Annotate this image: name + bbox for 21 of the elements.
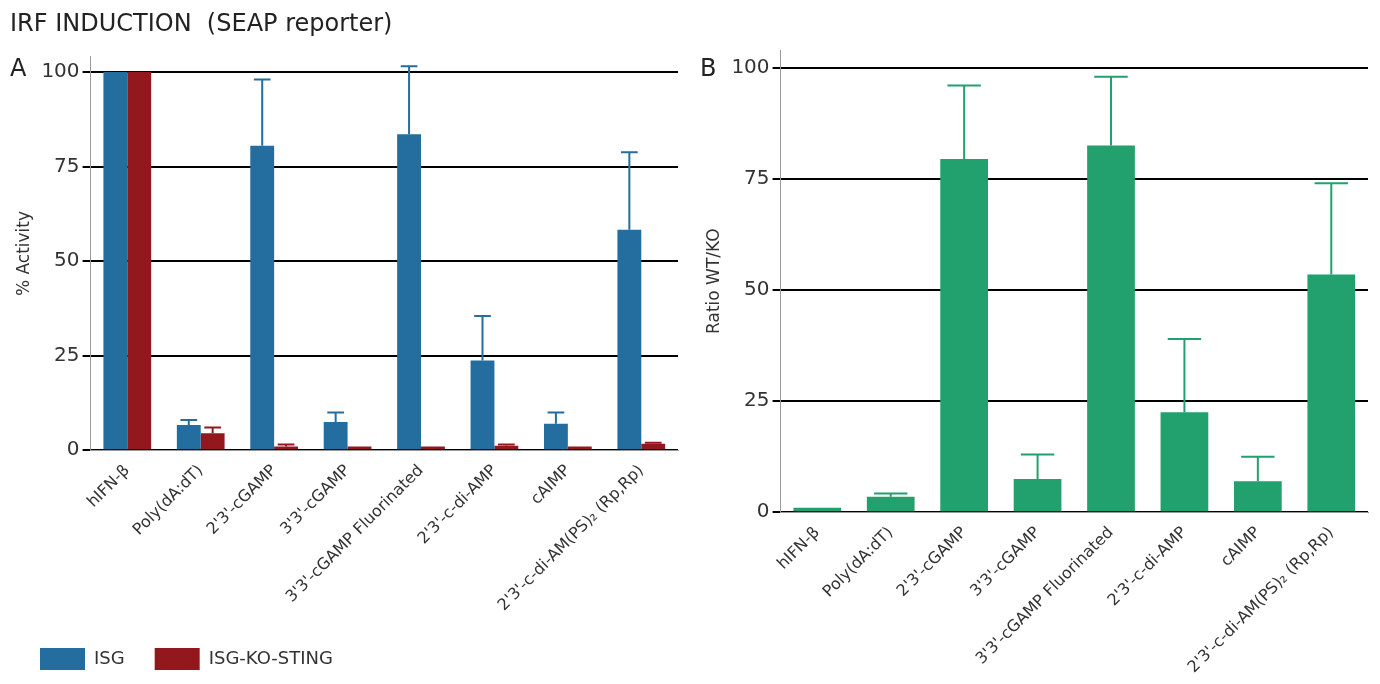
- text: A: [10, 54, 27, 83]
- bar: [103, 71, 128, 450]
- y-tick-label: 100: [41, 58, 80, 83]
- bar: [866, 496, 915, 512]
- legend-label: ISG: [94, 646, 125, 668]
- bar: [641, 443, 666, 450]
- y-axis-title: % Activity: [12, 210, 33, 297]
- chart-title: IRF INDUCTION (SEAP reporter): [10, 8, 393, 37]
- y-tick-label: 50: [744, 276, 770, 301]
- y-tick-label: 75: [54, 152, 80, 177]
- legend-label: ISG-KO-STING: [208, 646, 333, 668]
- y-axis-title: Ratio WT/KO: [702, 228, 723, 334]
- y-tick-label: 100: [731, 53, 770, 78]
- y-tick-label: 0: [66, 436, 80, 461]
- y-tick-label: 50: [54, 247, 80, 272]
- y-tick-label: 0: [756, 498, 770, 523]
- y-tick-label: 25: [54, 341, 80, 366]
- y-tick-label: 75: [744, 165, 770, 190]
- bar: [127, 71, 152, 450]
- y-tick-label: 25: [744, 387, 770, 412]
- text: B: [700, 54, 717, 83]
